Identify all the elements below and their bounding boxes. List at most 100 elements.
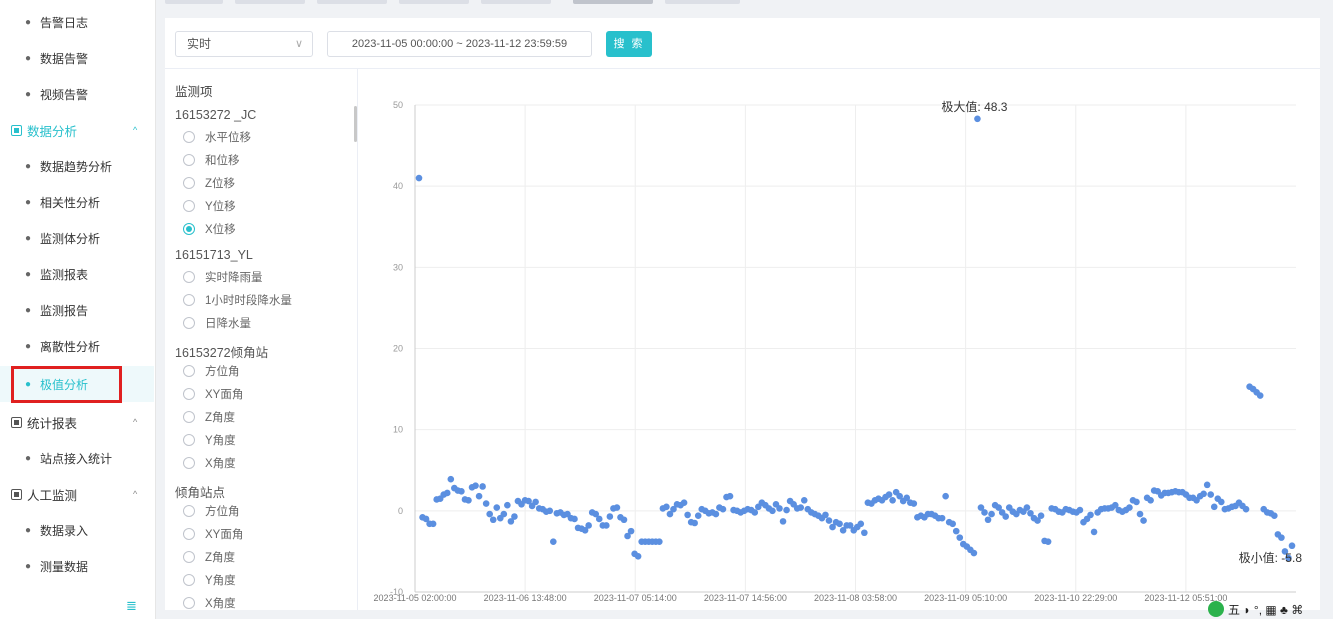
data-point <box>1090 528 1098 536</box>
chevron-up-icon: ^ <box>133 417 138 427</box>
tab-strip <box>165 0 740 4</box>
monitor-option[interactable]: 实时降雨量 <box>183 269 263 285</box>
data-point <box>1285 554 1292 562</box>
sidebar-item-14[interactable]: ● 数据录入 <box>0 512 154 548</box>
sidebar-item-2[interactable]: ● 视频告警 <box>0 76 154 112</box>
data-point <box>624 532 631 540</box>
sidebar-item-0[interactable]: ● 告警日志 <box>0 4 154 40</box>
date-range-picker[interactable]: 2023-11-05 00:00:00 ~ 2023-11-12 23:59:5… <box>327 31 592 57</box>
monitor-option[interactable]: Y角度 <box>183 432 236 448</box>
monitor-option[interactable]: Z位移 <box>183 175 235 191</box>
sidebar-group-13[interactable]: 人工监测 ^ <box>0 476 154 512</box>
radio-icon[interactable] <box>183 528 195 540</box>
data-point <box>489 516 497 524</box>
data-point <box>1281 548 1289 555</box>
monitor-option[interactable]: Z角度 <box>183 549 235 565</box>
mode-select-value: 实时 <box>187 37 212 51</box>
monitor-option[interactable]: XY面角 <box>183 386 243 402</box>
sidebar-group-3[interactable]: 数据分析 ^ <box>0 112 154 148</box>
radio-icon[interactable] <box>183 317 195 329</box>
data-point <box>532 498 539 506</box>
sidebar-item-15[interactable]: ● 测量数据 <box>0 548 154 584</box>
data-point <box>903 494 911 502</box>
radio-icon[interactable] <box>183 223 195 235</box>
radio-icon[interactable] <box>183 271 195 283</box>
sidebar-item-4[interactable]: ● 数据趋势分析 <box>0 148 154 184</box>
data-point <box>606 513 614 520</box>
radio-icon[interactable] <box>183 551 195 563</box>
data-point <box>620 516 628 524</box>
monitor-option[interactable]: Z角度 <box>183 409 235 425</box>
monitor-option[interactable]: Y角度 <box>183 572 236 588</box>
sidebar-item-6[interactable]: ● 监测体分析 <box>0 220 154 256</box>
radio-icon[interactable] <box>183 154 195 166</box>
data-point <box>415 174 423 182</box>
monitor-option[interactable]: 方位角 <box>183 503 240 519</box>
radio-icon[interactable] <box>183 294 195 306</box>
scrollbar[interactable] <box>354 106 357 142</box>
radio-icon[interactable] <box>183 365 195 377</box>
sidebar-item-12[interactable]: ● 站点接入统计 <box>0 440 154 476</box>
y-tick-label: 50 <box>393 100 403 110</box>
radio-icon[interactable] <box>183 457 195 469</box>
monitor-option[interactable]: 水平位移 <box>183 129 251 145</box>
monitor-option[interactable]: X位移 <box>183 221 236 237</box>
monitor-option[interactable]: X角度 <box>183 455 236 471</box>
radio-icon[interactable] <box>183 200 195 212</box>
data-point <box>783 506 790 514</box>
sidebar-item-8[interactable]: ● 监测报告 <box>0 292 154 328</box>
monitor-option[interactable]: 日降水量 <box>183 315 251 331</box>
radio-icon[interactable] <box>183 388 195 400</box>
data-point <box>1278 534 1285 541</box>
bullet-icon: ● <box>25 232 32 244</box>
radio-icon[interactable] <box>183 177 195 189</box>
monitor-group-title: 16153272倾角站 <box>175 346 269 360</box>
data-point <box>1034 517 1041 524</box>
monitor-option[interactable]: X角度 <box>183 595 236 610</box>
monitor-option-label: X角度 <box>205 598 236 610</box>
sidebar-group-11[interactable]: 统计报表 ^ <box>0 404 154 440</box>
data-point <box>585 522 592 529</box>
radio-icon[interactable] <box>183 505 195 517</box>
data-point <box>995 504 1002 511</box>
data-point <box>1087 511 1094 519</box>
monitor-option[interactable]: XY面角 <box>183 526 243 542</box>
sidebar-item-9[interactable]: ● 离散性分析 <box>0 328 154 364</box>
monitor-group-title: 倾角站点 <box>175 486 226 500</box>
radio-icon[interactable] <box>183 574 195 586</box>
data-point <box>493 504 501 511</box>
search-button[interactable]: 搜 索 <box>606 31 652 57</box>
sidebar: ● 告警日志 ● 数据告警 ● 视频告警 数据分析 ^ ● 数据趋势分析 ● 相关性分析 ● 监测体分析 ●… <box>0 0 156 619</box>
mode-select[interactable]: 实时 ∨ <box>175 31 313 57</box>
ime-toolbar[interactable]: 五 ◗ °, ▦ ♣ ⌘ <box>1208 599 1303 619</box>
max-value-label: 极大值: 48.3 <box>941 99 1007 114</box>
monitor-option-label: 方位角 <box>205 506 240 518</box>
radio-icon[interactable] <box>183 411 195 423</box>
collapse-menu-icon[interactable]: ≣ <box>126 598 137 613</box>
data-point <box>595 515 603 523</box>
sidebar-item-1[interactable]: ● 数据告警 <box>0 40 154 76</box>
monitor-option-label: Z位移 <box>205 178 236 190</box>
sidebar-item-7[interactable]: ● 监测报表 <box>0 256 154 292</box>
data-point <box>1147 496 1154 504</box>
data-point <box>712 510 720 518</box>
data-point <box>889 496 896 504</box>
data-point <box>1210 503 1218 511</box>
sidebar-item-label: 视频告警 <box>40 87 89 102</box>
radio-icon[interactable] <box>183 597 195 609</box>
sidebar-item-5[interactable]: ● 相关性分析 <box>0 184 154 220</box>
radio-icon[interactable] <box>183 131 195 143</box>
data-point <box>1256 392 1264 399</box>
bullet-icon: ● <box>25 340 32 352</box>
sidebar-item-label: 测量数据 <box>40 559 89 574</box>
monitor-option[interactable]: Y位移 <box>183 198 236 214</box>
monitor-panel-title: 监测项 <box>175 85 213 99</box>
monitor-option[interactable]: 方位角 <box>183 363 240 379</box>
monitor-option[interactable]: 1小时时段降水量 <box>183 292 292 308</box>
monitor-option[interactable]: 和位移 <box>183 152 240 168</box>
data-point <box>896 492 903 500</box>
radio-icon[interactable] <box>183 434 195 446</box>
data-point <box>670 505 677 513</box>
sidebar-item-10[interactable]: ● 极值分析 <box>0 366 154 402</box>
monitor-option-label: 日降水量 <box>205 318 251 330</box>
